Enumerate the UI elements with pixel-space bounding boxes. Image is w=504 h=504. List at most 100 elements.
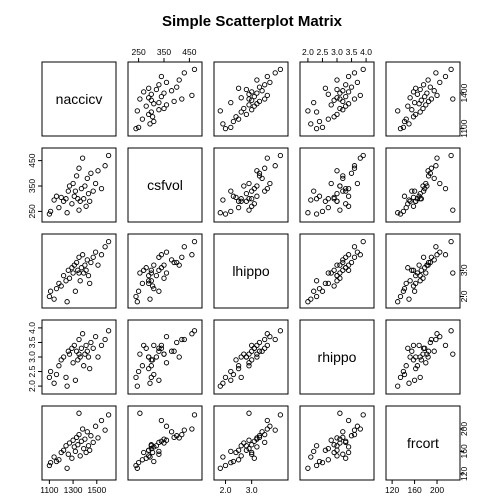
data-point bbox=[230, 458, 237, 465]
data-point bbox=[325, 457, 331, 463]
data-point bbox=[58, 283, 64, 289]
data-point bbox=[64, 210, 70, 216]
data-point bbox=[272, 427, 278, 433]
panel-frcort-vs-frcort: frcort bbox=[385, 405, 461, 481]
data-point bbox=[442, 185, 449, 192]
data-point bbox=[277, 412, 284, 418]
data-point bbox=[264, 426, 270, 432]
data-point bbox=[249, 203, 255, 209]
data-point bbox=[340, 107, 346, 113]
data-point bbox=[163, 270, 170, 276]
data-point bbox=[134, 299, 140, 305]
data-point bbox=[65, 451, 71, 457]
data-point bbox=[220, 121, 226, 127]
data-point bbox=[69, 455, 75, 461]
data-point bbox=[148, 267, 154, 273]
panel-naccicv-vs-rhippo bbox=[299, 61, 375, 137]
data-point bbox=[168, 429, 175, 435]
data-point bbox=[81, 270, 87, 276]
data-point bbox=[76, 351, 82, 357]
x-tick-label-rhippo: 3.0 bbox=[331, 47, 343, 57]
data-point bbox=[141, 89, 147, 95]
data-point bbox=[254, 183, 260, 189]
data-point bbox=[191, 412, 198, 418]
data-point bbox=[423, 270, 429, 276]
data-point bbox=[360, 152, 366, 159]
data-point bbox=[85, 354, 92, 360]
data-point bbox=[105, 328, 112, 334]
y-tick-label-frcort: 160 bbox=[459, 444, 469, 458]
data-point bbox=[163, 423, 170, 429]
data-point bbox=[411, 188, 418, 194]
data-point bbox=[233, 114, 239, 120]
variable-label-rhippo: rhippo bbox=[318, 349, 357, 365]
data-point bbox=[171, 98, 177, 105]
data-point bbox=[163, 437, 170, 443]
x-tick-label-frcort: 160 bbox=[407, 485, 421, 495]
data-point bbox=[405, 265, 411, 271]
data-point bbox=[319, 208, 326, 215]
data-point bbox=[337, 96, 343, 102]
data-point bbox=[84, 257, 90, 263]
panel-rhippo-vs-lhippo bbox=[213, 319, 289, 395]
data-point bbox=[351, 96, 358, 102]
data-point bbox=[343, 82, 349, 88]
x-tick-label-rhippo: 2.5 bbox=[317, 47, 329, 57]
panel-csfvol-vs-frcort bbox=[385, 147, 461, 223]
data-point bbox=[325, 270, 331, 276]
data-point bbox=[337, 183, 343, 189]
data-point bbox=[427, 84, 433, 90]
data-point bbox=[92, 423, 99, 429]
data-point bbox=[179, 254, 185, 260]
x-tick-label-naccicv: 1100 bbox=[40, 485, 59, 495]
data-point bbox=[88, 433, 94, 439]
data-point bbox=[135, 459, 142, 466]
data-point bbox=[158, 345, 165, 351]
data-point bbox=[246, 102, 252, 108]
data-point bbox=[431, 175, 437, 182]
data-point bbox=[348, 259, 355, 266]
panel-naccicv-vs-frcort bbox=[385, 61, 461, 137]
data-point bbox=[437, 180, 443, 187]
data-point bbox=[75, 442, 81, 448]
data-point bbox=[249, 449, 255, 456]
data-point bbox=[151, 118, 157, 125]
panels-group: naccicv csfvol lhippo rhippo frcort 250 350 450… bbox=[27, 47, 469, 495]
data-point bbox=[351, 70, 358, 76]
data-point bbox=[153, 86, 160, 93]
data-point bbox=[82, 183, 88, 189]
data-point bbox=[102, 163, 108, 169]
data-point bbox=[51, 380, 57, 386]
panel-frame bbox=[127, 147, 203, 223]
y-tick-label-rhippo: 4.0 bbox=[27, 322, 37, 334]
data-point bbox=[70, 270, 76, 276]
y-tick-label-rhippo: 3.5 bbox=[27, 336, 37, 348]
x-tick-label-rhippo: 3.5 bbox=[346, 47, 358, 57]
data-point bbox=[243, 86, 250, 93]
data-point bbox=[254, 77, 260, 83]
data-point bbox=[92, 249, 99, 255]
data-point bbox=[137, 351, 143, 357]
panel-naccicv-vs-lhippo bbox=[213, 61, 289, 137]
data-point bbox=[413, 85, 419, 91]
data-point bbox=[76, 431, 82, 438]
data-point bbox=[246, 410, 252, 416]
data-point bbox=[416, 342, 422, 349]
data-point bbox=[313, 196, 320, 202]
data-point bbox=[158, 93, 165, 100]
data-point bbox=[53, 285, 60, 292]
data-point bbox=[420, 345, 427, 351]
data-point bbox=[66, 351, 73, 357]
data-point bbox=[69, 201, 75, 207]
data-point bbox=[161, 275, 167, 281]
data-point bbox=[70, 437, 76, 443]
data-point bbox=[418, 357, 424, 363]
y-tick-label-rhippo: 2.5 bbox=[27, 365, 37, 377]
data-point bbox=[58, 357, 64, 363]
data-point bbox=[228, 99, 234, 106]
data-point bbox=[135, 124, 142, 131]
data-point bbox=[334, 190, 340, 197]
data-point bbox=[246, 180, 252, 187]
data-point bbox=[64, 383, 70, 389]
data-point bbox=[161, 262, 167, 268]
